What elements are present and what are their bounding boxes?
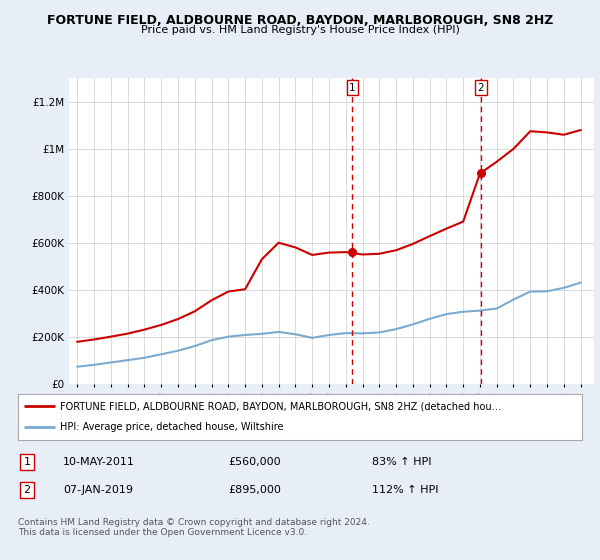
Text: FORTUNE FIELD, ALDBOURNE ROAD, BAYDON, MARLBOROUGH, SN8 2HZ: FORTUNE FIELD, ALDBOURNE ROAD, BAYDON, M…: [47, 14, 553, 27]
Text: 2: 2: [478, 83, 484, 93]
Text: 10-MAY-2011: 10-MAY-2011: [63, 457, 135, 467]
Text: 2: 2: [23, 485, 31, 495]
Text: £895,000: £895,000: [228, 485, 281, 495]
Text: Contains HM Land Registry data © Crown copyright and database right 2024.
This d: Contains HM Land Registry data © Crown c…: [18, 518, 370, 538]
Text: Price paid vs. HM Land Registry's House Price Index (HPI): Price paid vs. HM Land Registry's House …: [140, 25, 460, 35]
Text: 07-JAN-2019: 07-JAN-2019: [63, 485, 133, 495]
Text: FORTUNE FIELD, ALDBOURNE ROAD, BAYDON, MARLBOROUGH, SN8 2HZ (detached hou…: FORTUNE FIELD, ALDBOURNE ROAD, BAYDON, M…: [60, 401, 502, 411]
Text: £560,000: £560,000: [228, 457, 281, 467]
Text: 1: 1: [23, 457, 31, 467]
Text: 112% ↑ HPI: 112% ↑ HPI: [372, 485, 439, 495]
Text: 1: 1: [349, 83, 356, 93]
Text: 83% ↑ HPI: 83% ↑ HPI: [372, 457, 431, 467]
Text: HPI: Average price, detached house, Wiltshire: HPI: Average price, detached house, Wilt…: [60, 422, 284, 432]
